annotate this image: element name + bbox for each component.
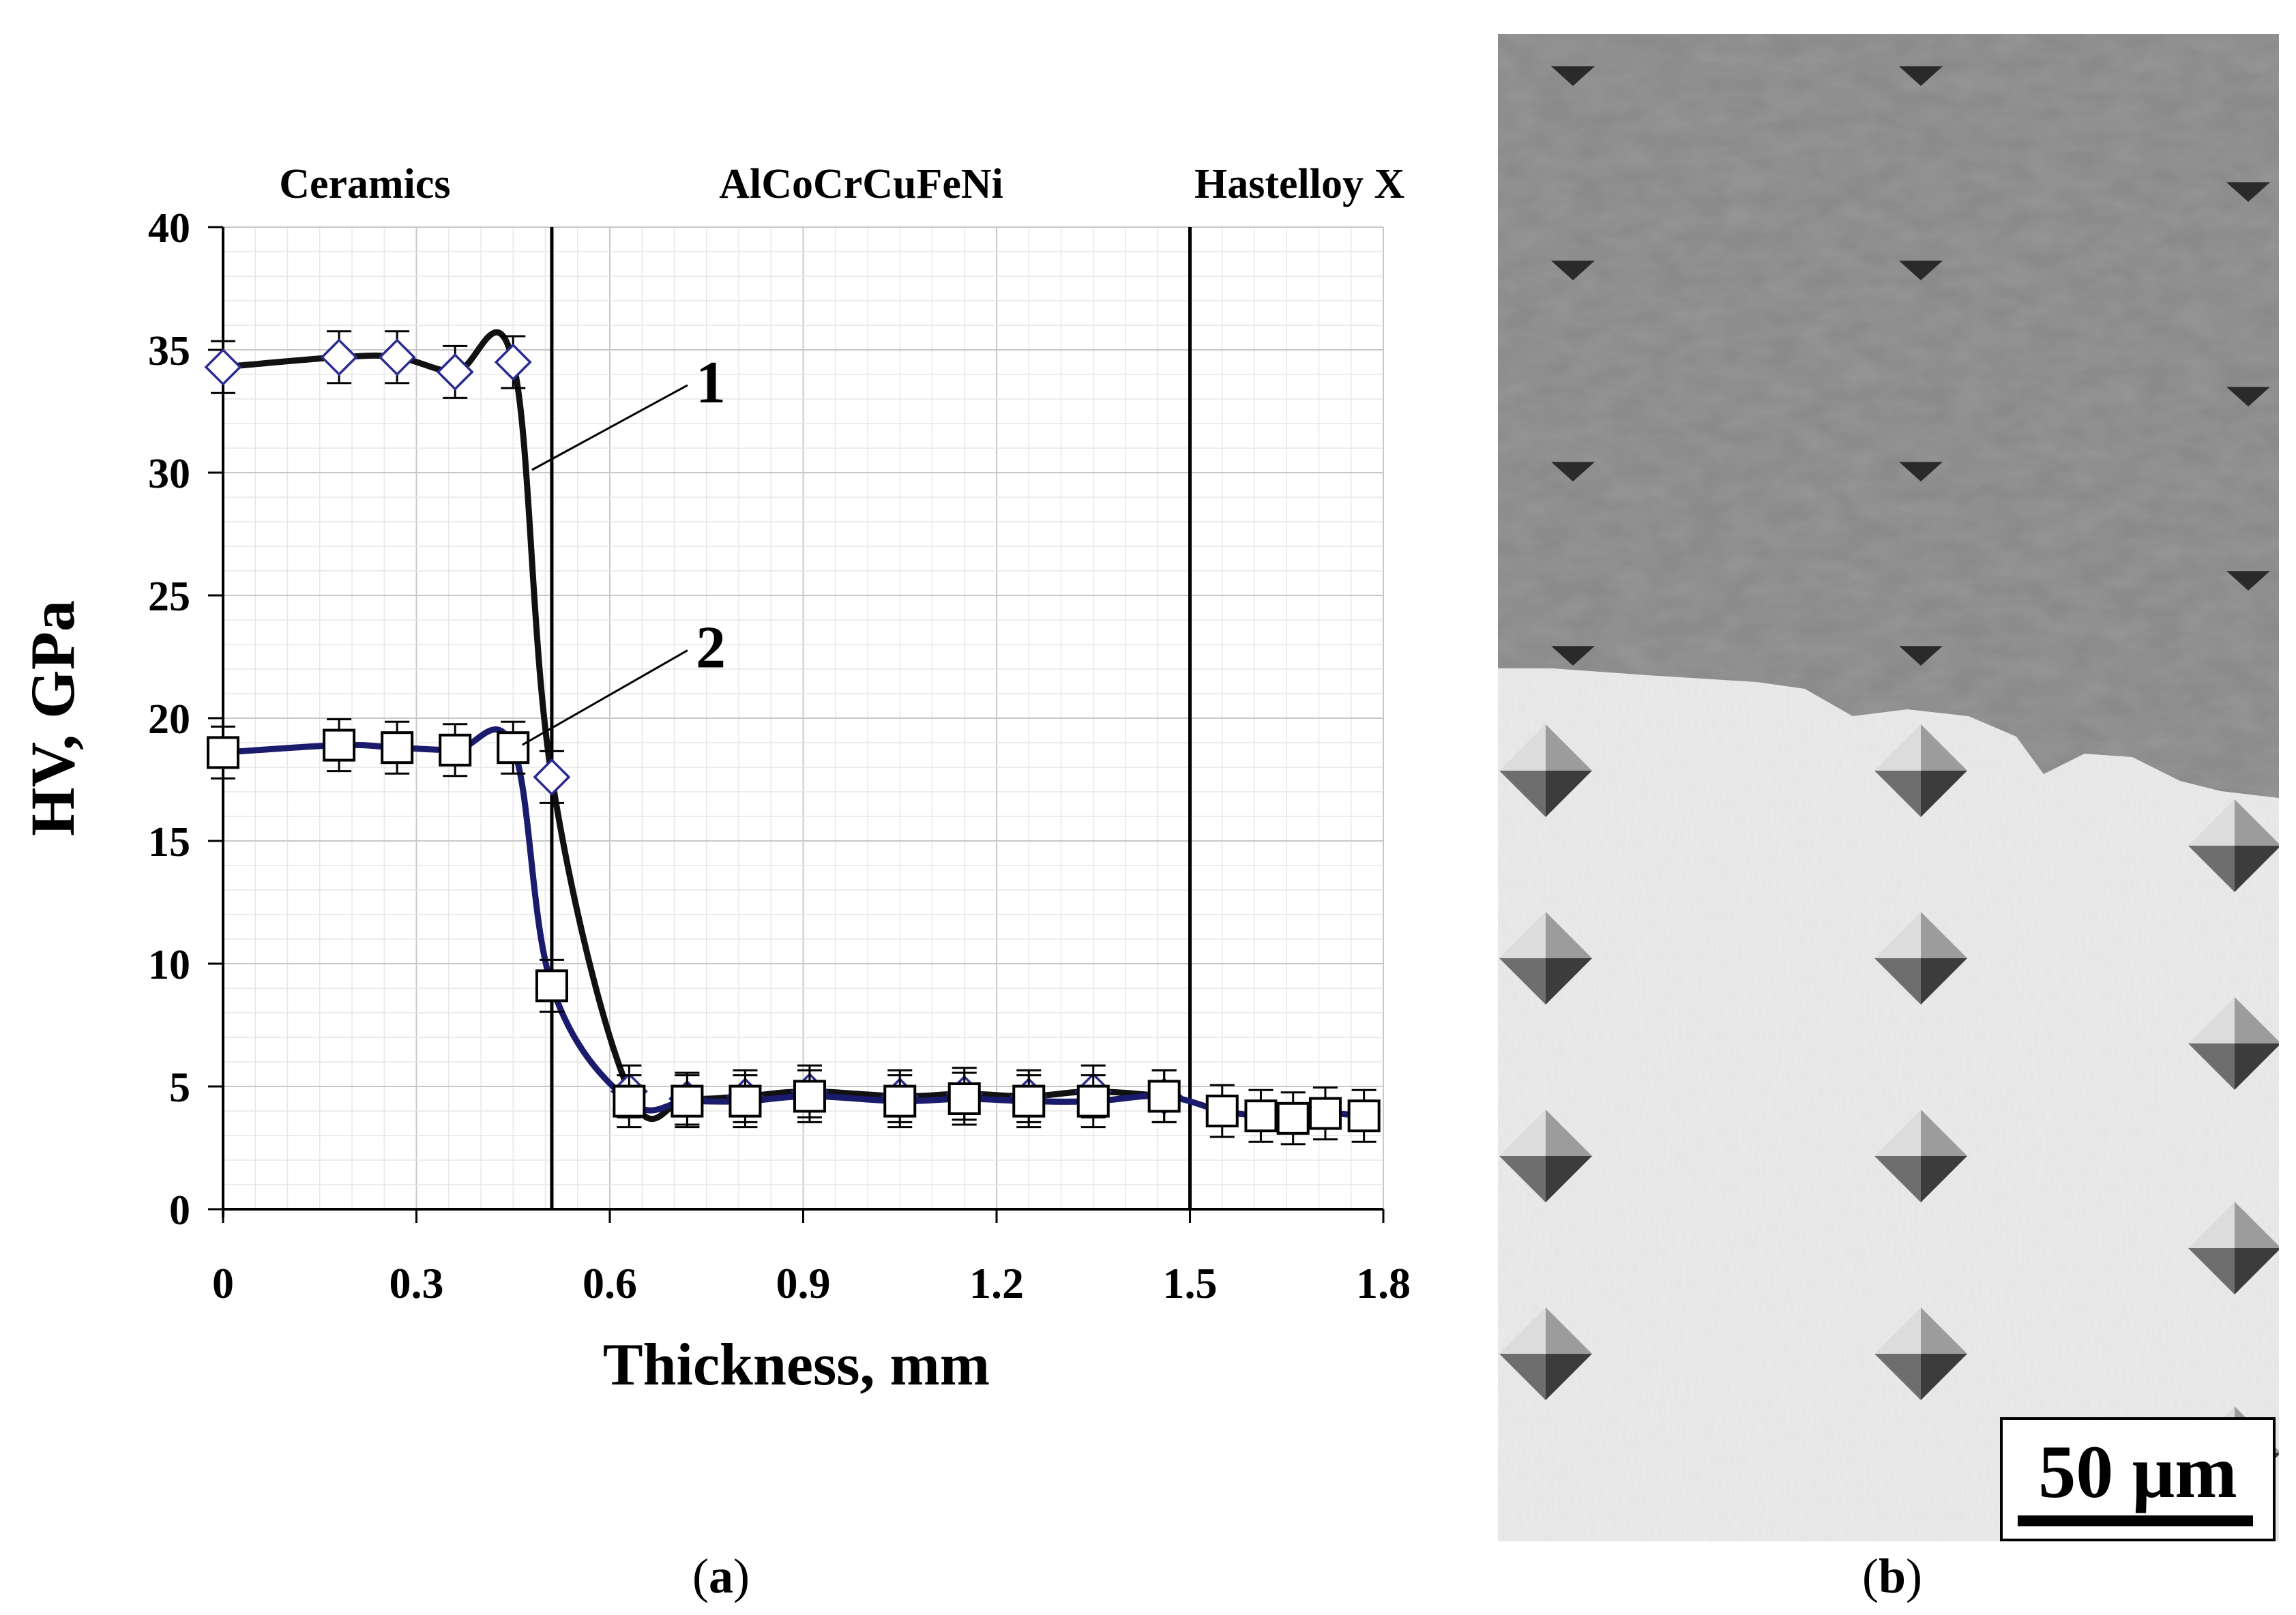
indent-mark (1499, 912, 1592, 1005)
indent-mark (1874, 1307, 1967, 1400)
y-tick-label: 40 (148, 205, 190, 252)
indent-mark (1874, 1110, 1967, 1202)
series-2-leader (521, 649, 688, 746)
y-tick-label: 25 (148, 574, 190, 620)
indent-mark-small (2226, 571, 2270, 591)
y-tick-label: 15 (148, 819, 190, 865)
series-1-label: 1 (696, 350, 726, 416)
x-tick-label: 1.8 (1356, 1259, 1411, 1307)
series-2-point (1276, 1101, 1310, 1135)
x-tick-label: 0 (212, 1259, 234, 1307)
series-1-line (222, 329, 1165, 1122)
indent-mark-small (1551, 646, 1595, 666)
series-1-point (320, 338, 358, 376)
zone-label: Hastelloy X (1194, 161, 1404, 207)
series-1-point (533, 758, 571, 796)
series-2-point (439, 733, 472, 767)
y-axis-label: HV, GPa (18, 600, 87, 836)
series-1-leader (531, 384, 688, 471)
indent-mark (1499, 1110, 1592, 1202)
series-2-point (1308, 1097, 1342, 1130)
series-2-point (535, 969, 568, 1003)
series-2-point (381, 731, 414, 765)
indent-mark (1874, 724, 1967, 817)
y-tick-label: 10 (148, 942, 190, 988)
caption-a: (a) (692, 1549, 750, 1603)
series-2-point (671, 1084, 704, 1118)
series-2-line (222, 726, 1364, 1122)
indent-mark (2188, 1202, 2279, 1294)
indent-mark (2188, 997, 2279, 1090)
series-2-point (947, 1082, 981, 1115)
indent-mark (2188, 799, 2279, 892)
series-2-point (728, 1084, 762, 1118)
x-tick-label: 0.6 (583, 1259, 637, 1307)
x-axis-label: Thickness, mm (603, 1332, 990, 1398)
indent-mark-small (1551, 462, 1595, 481)
indent-mark-small (2226, 387, 2270, 406)
series-2-point (613, 1084, 646, 1118)
chart-axes: 0 5 10 15 20 25 30 35 40 0 0.3 0.6 0.9 1.2 1.5 1.8 (148, 205, 1411, 1307)
sem-micrograph: 50 μm (1498, 34, 2279, 1541)
x-tick-label: 0.3 (389, 1259, 444, 1307)
series-2-point (883, 1084, 917, 1118)
indent-mark (1874, 912, 1967, 1005)
indent-mark (1499, 1307, 1592, 1400)
series-1-point (436, 353, 474, 391)
y-tick-label: 30 (148, 451, 190, 497)
caption-b: (b) (1862, 1549, 1923, 1603)
series-2-point (1347, 1099, 1381, 1133)
y-tick-label: 0 (169, 1187, 190, 1234)
series-1-point (378, 338, 416, 376)
hardness-chart: 0 5 10 15 20 25 30 35 40 0 0.3 0.6 0.9 1.2 1.5 1.8 Cera… (18, 161, 1411, 1398)
ceramic-region (1498, 34, 2279, 798)
series-2-point (207, 736, 239, 769)
y-tick-label: 20 (148, 696, 190, 743)
zone-labels: Ceramics AlCoCrCuFeNi Hastelloy X (279, 161, 1404, 207)
indent-mark-small (1551, 66, 1595, 86)
series-2-point (1076, 1084, 1110, 1118)
series-2-point (323, 728, 356, 762)
x-tick-label: 0.9 (776, 1259, 831, 1307)
indent-mark (1499, 724, 1592, 817)
indent-mark-small (1899, 646, 1943, 666)
scale-bar-label: 50 μm (2038, 1430, 2237, 1513)
indent-mark-small (1899, 66, 1943, 86)
series-1-point (204, 348, 242, 386)
series-2-point (497, 731, 530, 765)
indent-marks (1499, 66, 2279, 1499)
x-tick-label: 1.2 (969, 1259, 1024, 1307)
y-tick-label: 35 (148, 328, 190, 374)
series-2-point (1012, 1084, 1046, 1118)
zone-label: AlCoCrCuFeNi (719, 161, 1003, 207)
series-2-point (1205, 1095, 1239, 1127)
axis-labels: Thickness, mm HV, GPa (18, 600, 990, 1398)
series-1-point (494, 343, 532, 381)
series-2-point (793, 1080, 826, 1113)
indent-mark-small (2226, 182, 2270, 202)
indent-mark-small (1551, 261, 1595, 280)
indent-mark-small (1899, 261, 1943, 280)
zone-label: Ceramics (279, 161, 450, 207)
series-2-label: 2 (696, 615, 726, 681)
y-tick-label: 5 (169, 1065, 190, 1111)
series-2-point (1244, 1099, 1278, 1133)
chart-series: 12 (204, 329, 1381, 1146)
x-tick-label: 1.5 (1163, 1259, 1218, 1307)
scale-bar (2018, 1515, 2253, 1526)
indent-mark-small (1899, 462, 1943, 481)
series-2-point (1147, 1080, 1181, 1113)
